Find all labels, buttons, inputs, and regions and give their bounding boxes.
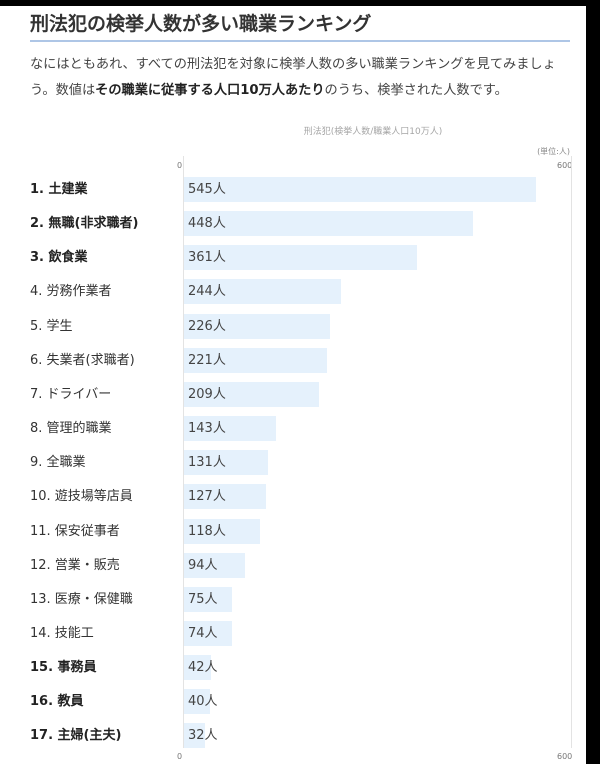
bar	[184, 279, 342, 305]
top-tick-max: 600	[557, 161, 573, 170]
category-label: 8. 管理的職業	[30, 421, 112, 437]
bar-value-label: 226人	[188, 318, 226, 334]
category-label: 16. 教員	[30, 694, 84, 710]
bar-value-label: 545人	[188, 182, 226, 197]
bar-value-label: 448人	[188, 216, 226, 232]
bar-value-label: 244人	[188, 284, 226, 300]
category-label: 2. 無職(非求職者)	[30, 216, 139, 232]
category-label: 3. 飲食業	[30, 250, 88, 266]
bar	[184, 245, 417, 271]
bar	[184, 723, 205, 749]
bar-value-label: 42人	[188, 660, 218, 676]
bar-value-label: 143人	[188, 421, 226, 437]
y-axis-line	[183, 156, 184, 748]
category-label: 12. 営業・販売	[30, 557, 120, 573]
bar	[184, 484, 266, 510]
category-label: 4. 労務作業者	[30, 284, 112, 300]
bar-value-label: 94人	[188, 557, 218, 573]
bar-value-label: 131人	[188, 455, 226, 471]
bar	[184, 689, 210, 715]
category-label: 6. 失業者(求職者)	[30, 352, 135, 368]
category-label: 11. 保安従事者	[30, 523, 120, 539]
category-label: 1. 土建業	[30, 182, 88, 197]
bar-value-label: 32人	[188, 728, 218, 744]
bar-value-label: 74人	[188, 625, 218, 641]
bar	[184, 552, 245, 578]
bar	[184, 177, 536, 202]
category-label: 9. 全職業	[30, 455, 86, 471]
bottom-tick-min: 0	[177, 752, 183, 761]
bar-value-label: 75人	[188, 591, 218, 607]
unit-note: (単位:人)	[537, 147, 570, 156]
bar	[184, 313, 330, 339]
intro-text-2: のうち、検挙された人数です。	[324, 83, 508, 98]
article-page: 刑法犯の検挙人数が多い職業ランキング なにはともあれ、すべての刑法犯を対象に検挙…	[0, 6, 586, 764]
category-label: 7. ドライバー	[30, 386, 112, 402]
bottom-tick-max: 600	[557, 752, 573, 761]
bar	[184, 347, 327, 373]
bar	[184, 518, 261, 544]
bar-value-label: 118人	[188, 523, 226, 539]
category-label: 14. 技能工	[30, 625, 94, 641]
intro-paragraph: なにはともあれ、すべての刑法犯を対象に検挙人数の多い職業ランキングを見てみましょ…	[30, 52, 570, 104]
bar-value-label: 40人	[188, 694, 218, 710]
bar	[184, 620, 232, 646]
chart-title: 刑法犯(検挙人数/職業人口10万人)	[303, 127, 443, 137]
category-label: 15. 事務員	[30, 660, 97, 676]
page-title: 刑法犯の検挙人数が多い職業ランキング	[30, 10, 570, 42]
bar	[184, 655, 212, 681]
bar	[184, 586, 233, 612]
category-label: 5. 学生	[30, 318, 73, 334]
top-tick-min: 0	[177, 161, 183, 170]
intro-emphasis: その職業に従事する人口10万人あたり	[95, 83, 325, 98]
bar	[184, 381, 319, 407]
bar-value-label: 361人	[188, 250, 226, 266]
category-label: 17. 主婦(主夫)	[30, 728, 122, 744]
max-grid-line	[571, 156, 572, 748]
bar-value-label: 127人	[188, 489, 226, 505]
bar	[184, 450, 269, 476]
bar-value-label: 221人	[188, 352, 226, 368]
intro-text-1: なにはともあれ、すべての刑法犯を対象に検挙人数の多い職業ランキングを見てみましょ…	[30, 57, 556, 98]
bar-value-label: 209人	[188, 386, 226, 402]
bar	[184, 211, 473, 237]
category-label: 13. 医療・保健職	[30, 591, 133, 607]
bar	[184, 416, 277, 442]
category-label: 10. 遊技場等店員	[30, 489, 133, 505]
